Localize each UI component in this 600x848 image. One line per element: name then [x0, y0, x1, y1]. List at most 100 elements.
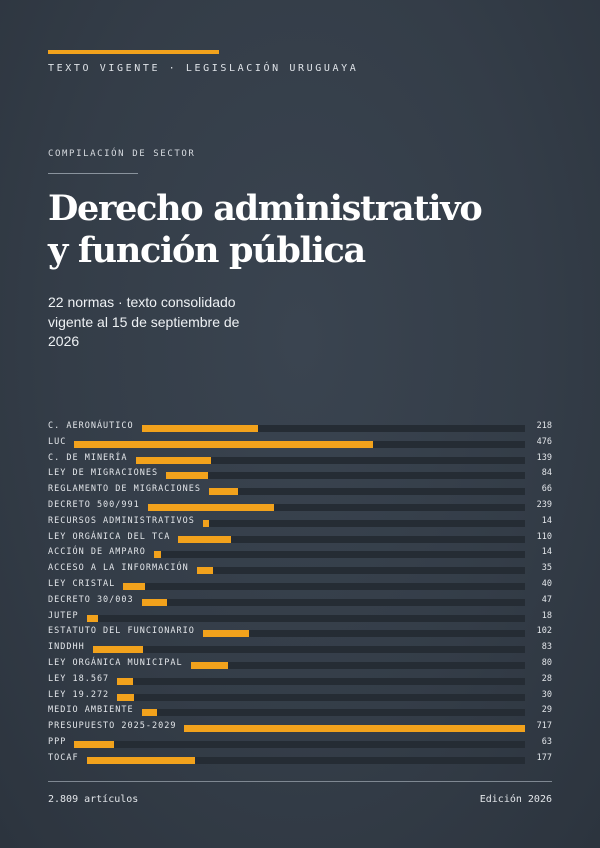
bar-label: RECURSOS ADMINISTRATIVOS — [48, 515, 195, 526]
bar — [87, 614, 98, 622]
bar-track — [203, 519, 525, 527]
bar-track — [123, 582, 525, 590]
bar-track — [184, 725, 525, 733]
bar — [117, 677, 133, 685]
bar-label: INDDHH — [48, 642, 85, 653]
bar-value: 139 — [536, 452, 552, 463]
bar-label: LEY 18.567 — [48, 673, 110, 684]
bar-track — [209, 488, 525, 496]
chart-row: LEY ORGÁNICA MUNICIPAL 80 — [48, 657, 552, 673]
chart-row: DECRETO 30/003 47 — [48, 594, 552, 610]
bar — [74, 440, 374, 448]
bar-track — [87, 614, 525, 622]
chart-row: LEY 19.272 30 — [48, 689, 552, 705]
bar-label: TOCAF — [48, 752, 79, 763]
chart-row: ESTATUTO DEL FUNCIONARIO 102 — [48, 625, 552, 641]
bar-label: LEY ORGÁNICA DEL TCA — [48, 531, 171, 542]
bar-label: ESTATUTO DEL FUNCIONARIO — [48, 626, 195, 637]
bar-label: DECRETO 30/003 — [48, 594, 134, 605]
bar-value: 83 — [541, 642, 552, 653]
chart-row: DECRETO 500/991 239 — [48, 499, 552, 515]
bar-label: ACCESO A LA INFORMACIÓN — [48, 563, 189, 574]
section-label: COMPILACIÓN DE SECTOR — [48, 149, 196, 159]
bar-track — [74, 740, 525, 748]
bar-label: C. DE MINERÍA — [48, 452, 128, 463]
chart-row: PRESUPUESTO 2025-2029 717 — [48, 720, 552, 736]
bar-track — [142, 598, 525, 606]
bar-track — [142, 425, 525, 432]
bar-value: 14 — [541, 547, 552, 558]
bar-track — [93, 646, 525, 654]
chart-row: C. AERONÁUTICO 218 — [48, 420, 552, 436]
bar-track — [154, 551, 525, 559]
bar-label: PPP — [48, 736, 67, 747]
bar — [166, 472, 209, 480]
bar — [74, 740, 114, 748]
accent-bar — [48, 50, 219, 54]
bar — [142, 709, 158, 717]
chart-row: LEY CRISTAL 40 — [48, 578, 552, 594]
bar-track — [87, 756, 525, 764]
bar-track — [178, 535, 525, 543]
chart-row: C. DE MINERÍA 139 — [48, 452, 552, 468]
bar — [148, 503, 274, 511]
chart-row: LUC 476 — [48, 436, 552, 452]
chart-row: JUTEP 18 — [48, 610, 552, 626]
bar — [87, 756, 196, 764]
bar-track — [74, 440, 525, 448]
bar — [142, 425, 259, 432]
bar-value: 84 — [541, 468, 552, 479]
bar-value: 30 — [541, 689, 552, 700]
bar-value: 177 — [536, 752, 552, 763]
chart-row: MEDIO AMBIENTE 29 — [48, 704, 552, 720]
bar-label: JUTEP — [48, 610, 79, 621]
bar-track — [142, 709, 525, 717]
bar-track — [136, 456, 525, 464]
bar-label: PRESUPUESTO 2025-2029 — [48, 721, 177, 732]
article-count: 2.809 artículos — [48, 794, 139, 805]
bar-value: 14 — [541, 515, 552, 526]
bar-label: LEY DE MIGRACIONES — [48, 468, 159, 479]
chart-row: LEY ORGÁNICA DEL TCA 110 — [48, 531, 552, 547]
bar — [203, 519, 210, 527]
bar-label: LEY 19.272 — [48, 689, 110, 700]
bar — [93, 646, 143, 654]
bar-value: 29 — [541, 705, 552, 716]
bar — [203, 630, 249, 638]
bar-value: 63 — [541, 736, 552, 747]
bar — [123, 582, 146, 590]
bar-label: REGLAMENTO DE MIGRACIONES — [48, 484, 201, 495]
bar-label: LEY ORGÁNICA MUNICIPAL — [48, 657, 183, 668]
bar — [209, 488, 239, 496]
bar-track — [148, 503, 525, 511]
bar — [142, 598, 168, 606]
bar-value: 47 — [541, 594, 552, 605]
bar-value: 476 — [536, 436, 552, 447]
chart-row: ACCESO A LA INFORMACIÓN 35 — [48, 562, 552, 578]
footer-divider — [48, 781, 552, 782]
bar — [184, 725, 525, 733]
bar-value: 66 — [541, 484, 552, 495]
bar-value: 717 — [536, 721, 552, 732]
section-divider — [48, 173, 138, 174]
bar — [191, 661, 229, 669]
eyebrow-label: TEXTO VIGENTE · LEGISLACIÓN URUGUAYA — [48, 63, 359, 74]
bar-value: 18 — [541, 610, 552, 621]
chart-row: PPP 63 — [48, 736, 552, 752]
subtitle: 22 normas · texto consolidado vigente al… — [48, 294, 240, 349]
bar-value: 80 — [541, 657, 552, 668]
bar-label: ACCIÓN DE AMPARO — [48, 547, 146, 558]
bar-value: 35 — [541, 563, 552, 574]
title-line-1: Derecho administrativo — [48, 188, 483, 229]
edition-label: Edición 2026 — [479, 794, 552, 805]
articles-bar-chart: C. AERONÁUTICO 218 LUC 476 C. DE MINERÍA 139 L… — [48, 420, 552, 768]
bar-track — [197, 567, 525, 575]
bar-track — [166, 472, 525, 480]
chart-row: RECURSOS ADMINISTRATIVOS 14 — [48, 515, 552, 531]
bar-label: LUC — [48, 436, 67, 447]
bar-label: MEDIO AMBIENTE — [48, 705, 134, 716]
bar-label: LEY CRISTAL — [48, 578, 116, 589]
bar-value: 40 — [541, 578, 552, 589]
chart-row: REGLAMENTO DE MIGRACIONES 66 — [48, 483, 552, 499]
bar-value: 239 — [536, 499, 552, 510]
